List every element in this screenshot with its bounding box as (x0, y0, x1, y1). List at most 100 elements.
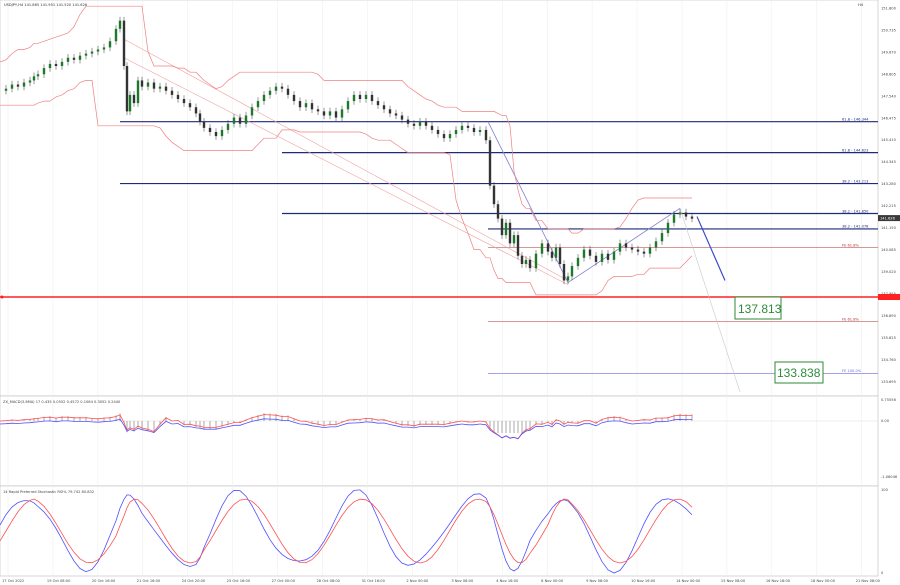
candle-body (60, 61, 64, 66)
candle-body (322, 111, 326, 116)
red-level-tag (878, 294, 900, 300)
level-label: FE 61.8% (842, 243, 859, 247)
candle-body (208, 127, 212, 132)
candle-body (630, 247, 634, 250)
candle-body (4, 88, 8, 91)
level-label: 38.2 - 143.213 (842, 179, 868, 183)
candle-body (10, 84, 14, 89)
candle-body (496, 204, 500, 219)
level-marker (0, 295, 4, 299)
stoch-panel: 100 0 (0, 488, 889, 575)
candle-body (436, 129, 440, 135)
candle-body (424, 121, 428, 126)
candle-body (48, 63, 52, 69)
level-label: FE 61.8% (842, 318, 859, 322)
candle-body (280, 86, 284, 89)
candle-body (304, 103, 308, 108)
candle-body (340, 109, 344, 118)
candle-body (164, 86, 168, 91)
candle-body (684, 212, 688, 217)
candle-body (418, 121, 422, 126)
candle-body (170, 90, 174, 95)
candle-body (66, 57, 70, 62)
main-panel-frame (0, 0, 879, 397)
candle-body (582, 249, 586, 258)
y-tick-label: 147.540 (881, 94, 897, 98)
candle-body (176, 94, 180, 99)
macd-axis-label: -1.06046 (881, 475, 898, 479)
stoch-label: 14 Rapid Preferred Stochastic RSI% 79.74… (3, 490, 94, 494)
trend-line (123, 38, 569, 281)
candle-body (678, 212, 682, 215)
candle-body (358, 94, 362, 99)
macd-panel: 0.75556 0.00 -1.06046 (0, 398, 898, 479)
candle-body (16, 84, 20, 87)
candle-body (370, 94, 374, 102)
x-tick-label: 4 Nov 16:00 (496, 579, 519, 583)
macd-axis-label: 0.00 (881, 419, 890, 423)
level-label: 38.2 - 141.078 (842, 225, 869, 229)
candle-body (122, 20, 126, 66)
candle-body (188, 103, 192, 108)
candle-body (128, 94, 132, 112)
candle-body (268, 90, 272, 95)
candle-body (516, 235, 520, 256)
candle-body (232, 117, 236, 124)
candle-body (198, 113, 202, 122)
callout-137813: 137.813 (734, 296, 782, 320)
candle-body (262, 94, 266, 102)
y-tick-label: 133.695 (881, 380, 896, 384)
wave-line (567, 207, 681, 283)
callout-137813-text: 137.813 (738, 302, 782, 316)
x-axis: 17 Oct 2022 19 Oct 08:00 20 Oct 16:00 21 Oc… (2, 579, 881, 583)
trend-line (123, 57, 569, 285)
candle-body (42, 68, 46, 75)
candle-body (226, 123, 230, 130)
candle-body (612, 251, 616, 260)
candle-body (152, 82, 156, 89)
candle-body (448, 134, 452, 139)
price-tag-bg (878, 215, 900, 222)
callout-133838: 133.838 (774, 361, 824, 384)
candle-body (256, 101, 260, 108)
macd-signal (0, 418, 692, 440)
macd-panel-frame (0, 395, 879, 487)
stoch-axis-label: 0 (881, 571, 884, 575)
candle-body (364, 94, 368, 99)
candle-body (158, 86, 162, 89)
candle-body (132, 94, 136, 104)
x-tick-label: 20 Oct 16:00 (92, 579, 116, 583)
candle-body (72, 57, 76, 60)
candle-body (114, 28, 118, 42)
candle-body (286, 88, 290, 95)
candle-body (28, 80, 32, 83)
candle-body (478, 129, 482, 132)
timeframe-badge: H4 (858, 3, 864, 7)
y-tick-label: 135.825 (881, 336, 896, 340)
candle-body (550, 251, 554, 258)
candle-body (406, 119, 410, 124)
candle-body (352, 94, 356, 102)
stoch-k (0, 489, 693, 574)
level-label: 38.2 - 141.850 (842, 209, 869, 213)
x-tick-label: 25 Oct 16:00 (227, 579, 251, 583)
x-tick-label: 15 Nov 08:00 (721, 579, 746, 583)
candle-body (292, 94, 296, 102)
projection-line (679, 208, 741, 392)
candle-body (492, 185, 496, 205)
y-tick-label: 151.800 (881, 6, 897, 10)
candle-body (570, 266, 574, 277)
candle-body (84, 53, 88, 56)
stoch-d (0, 498, 693, 564)
y-tick-label: 134.760 (881, 358, 897, 362)
candle-body (54, 63, 58, 66)
x-tick-label: 2 Nov 00:00 (406, 579, 429, 583)
callout-133838-text: 133.838 (777, 366, 821, 380)
candle-body (250, 107, 254, 116)
candle-body (576, 257, 580, 267)
x-tick-label: 9 Nov 08:00 (586, 579, 609, 583)
candle-body (624, 243, 628, 248)
y-axis: 151.800 150.735 149.670 148.605 147.540 146.4… (878, 6, 900, 384)
candle-body (508, 222, 512, 244)
